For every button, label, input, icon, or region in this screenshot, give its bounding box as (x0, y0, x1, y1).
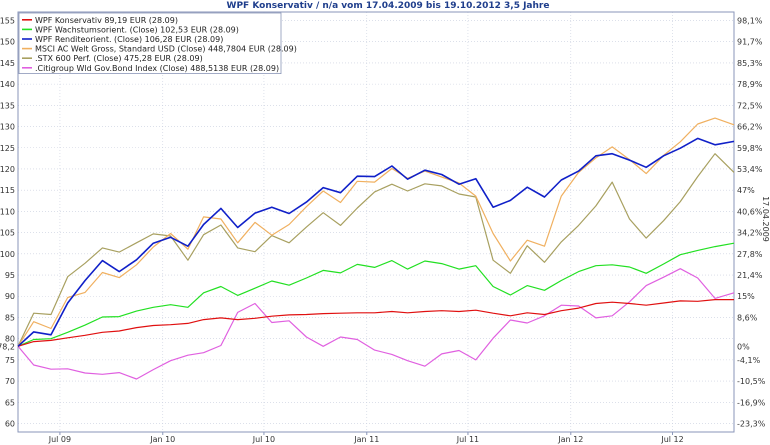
series-line-1 (17, 299, 734, 347)
y-right-tick-label: 47% (737, 186, 755, 195)
series-line-5 (17, 153, 735, 347)
y-right-tick-label: 66,2% (737, 123, 763, 132)
legend-box (18, 12, 282, 74)
series-line-2 (17, 242, 735, 347)
series-lines (17, 117, 735, 380)
y-right-tick-label: -4,1% (737, 356, 761, 365)
x-tick-label: Jan 12 (557, 435, 583, 444)
legend-entry: WPF Renditeorient. (Close) 106,28 EUR (2… (35, 35, 223, 44)
y-right-tick-label: -23,3% (737, 420, 766, 429)
y-right-tick-label: 53,4% (737, 165, 763, 174)
x-tick-label: Jan 11 (353, 435, 379, 444)
y-right-tick-label: 27,8% (737, 250, 763, 259)
y-left-tick-label: 78,2 (0, 342, 15, 351)
y-left-tick-label: 85 (5, 313, 15, 322)
right-axis: -23,3% -16,9% -10,5% -4,1% 0% 8,6% 15% 21,4% 27,… (737, 16, 766, 428)
y-left-tick-label: 145 (0, 59, 15, 68)
chart-grid (18, 12, 734, 432)
legend-entry: WPF Konservativ 89,19 EUR (28.09) (35, 16, 178, 25)
plot-area-border (17, 11, 735, 433)
y-left-tick-label: 90 (5, 292, 15, 301)
series-line-6 (17, 268, 735, 380)
x-tick-label: Jul 11 (456, 435, 479, 444)
x-tick-label: Jul 12 (660, 435, 683, 444)
y-left-tick-label: 135 (0, 101, 15, 110)
y-left-tick-label: 100 (0, 250, 15, 259)
y-left-tick-label: 140 (0, 80, 15, 89)
y-left-tick-label: 115 (0, 186, 15, 195)
y-left-tick-label: 150 (0, 38, 15, 47)
y-right-tick-label: 59,8% (737, 144, 763, 153)
y-left-tick-label: 105 (0, 229, 15, 238)
chart-legend: WPF Konservativ 89,19 EUR (28.09)WPF Wac… (18, 12, 297, 74)
x-tick-label: Jul 09 (48, 435, 71, 444)
y-right-tick-label: -16,9% (737, 398, 766, 407)
series-line-4 (17, 117, 735, 347)
y-right-tick-label: 34,2% (737, 229, 763, 238)
x-tick-label: Jan 10 (149, 435, 175, 444)
chart-title: WPF Konservativ / n/a vom 17.04.2009 bis… (227, 1, 550, 11)
legend-entry: .Citigroup Wld Gov.Bond Index (Close) 48… (35, 64, 279, 73)
y-left-tick-label: 70 (5, 377, 15, 386)
y-left-tick-label: 60 (5, 420, 15, 429)
series-line-3 (17, 137, 735, 347)
y-right-tick-label: 78,9% (737, 80, 763, 89)
y-right-tick-label: 85,3% (737, 59, 763, 68)
legend-entry: .STX 600 Perf. (Close) 475,28 EUR (28.09… (35, 54, 203, 63)
y-left-tick-label: 130 (0, 123, 15, 132)
y-left-tick-label: 95 (5, 271, 15, 280)
y-left-tick-label: 110 (0, 207, 15, 216)
y-right-tick-label: 15% (737, 292, 755, 301)
right-axis-label: 17.04.2009 (761, 196, 770, 242)
y-right-tick-label: -10,5% (737, 377, 766, 386)
x-axis: Jul 09 Jan 10 Jul 10 Jan 11 Jul 11 Jan 12 Jul … (48, 432, 684, 444)
legend-entry: WPF Wachstumsorient. (Close) 102,53 EUR … (35, 25, 239, 34)
y-left-tick-label: 125 (0, 144, 15, 153)
y-left-tick-label: 120 (0, 165, 15, 174)
y-left-tick-label: 155 (0, 16, 15, 25)
y-right-tick-label: 98,1% (737, 16, 763, 25)
x-tick-label: Jul 10 (252, 435, 275, 444)
y-right-tick-label: 8,6% (737, 313, 758, 322)
y-left-tick-label: 80 (5, 335, 15, 344)
y-right-tick-label: 72,5% (737, 101, 763, 110)
legend-entry: MSCI AC Welt Gross, Standard USD (Close)… (35, 45, 297, 54)
y-right-tick-label: 21,4% (737, 271, 763, 280)
y-left-tick-label: 75 (5, 356, 15, 365)
y-right-tick-label: 40,6% (737, 207, 763, 216)
y-right-tick-label: 91,7% (737, 38, 763, 47)
y-right-tick-label: 0% (737, 342, 750, 351)
left-axis: 60 65 70 75 78,280 85 90 95 100 105 110 115 120 125 13… (0, 16, 15, 428)
y-left-tick-label: 65 (5, 398, 15, 407)
